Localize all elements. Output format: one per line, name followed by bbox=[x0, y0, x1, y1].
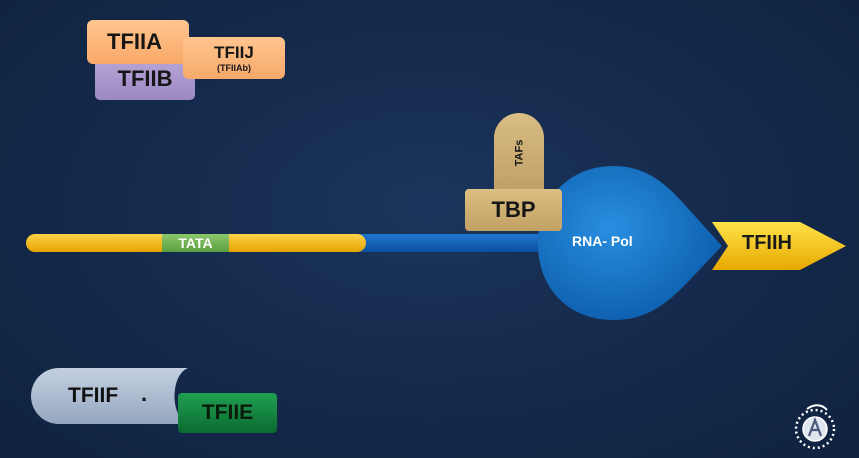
tfiih-label: TFIIH bbox=[742, 232, 792, 254]
tfiia-box: TFIIA bbox=[87, 20, 189, 64]
tfiif-dot: . bbox=[141, 381, 148, 406]
tata-box: TATA bbox=[162, 234, 229, 252]
rna-pol-shape bbox=[538, 166, 722, 320]
tfiie-label: TFIIE bbox=[201, 401, 254, 424]
tfiia-label: TFIIA bbox=[107, 29, 162, 54]
rna-pol-label: RNA- Pol bbox=[572, 233, 633, 249]
academy-emblem-icon bbox=[794, 404, 836, 450]
tata-label: TATA bbox=[178, 235, 213, 251]
tafs-label: TAFs bbox=[513, 139, 525, 167]
tfiie-box: TFIIE bbox=[178, 393, 277, 433]
tafs-box: TAFs bbox=[494, 113, 544, 193]
dna-coding-strand bbox=[326, 234, 586, 252]
tfiij-alias-label: (TFIIAb) bbox=[217, 62, 251, 73]
tfiif-label: TFIIF bbox=[68, 384, 119, 407]
tfiib-box: TFIIB bbox=[95, 58, 195, 100]
tfiij-box: TFIIJ (TFIIAb) bbox=[183, 37, 285, 79]
tbp-box: TBP bbox=[465, 189, 562, 231]
tbp-label: TBP bbox=[491, 197, 536, 222]
tfiif-shape bbox=[31, 368, 188, 424]
tfiib-label: TFIIB bbox=[117, 66, 173, 91]
tfiij-label: TFIIJ bbox=[214, 42, 254, 62]
tfiih-arrow bbox=[712, 222, 846, 270]
